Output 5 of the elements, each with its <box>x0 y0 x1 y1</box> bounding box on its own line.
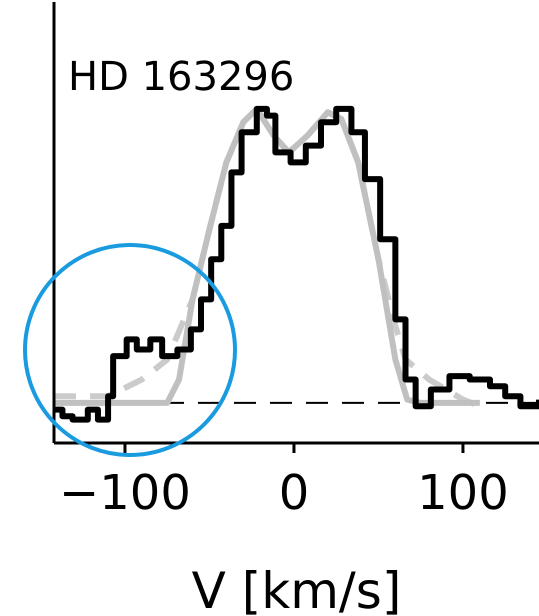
x-axis-title: V [km/s] <box>192 562 402 616</box>
x-tick-label: −100 <box>59 465 191 522</box>
text: HD 163296 <box>68 54 294 100</box>
x-tick-label: 0 <box>278 465 310 522</box>
x-tick-label: 100 <box>417 465 509 522</box>
